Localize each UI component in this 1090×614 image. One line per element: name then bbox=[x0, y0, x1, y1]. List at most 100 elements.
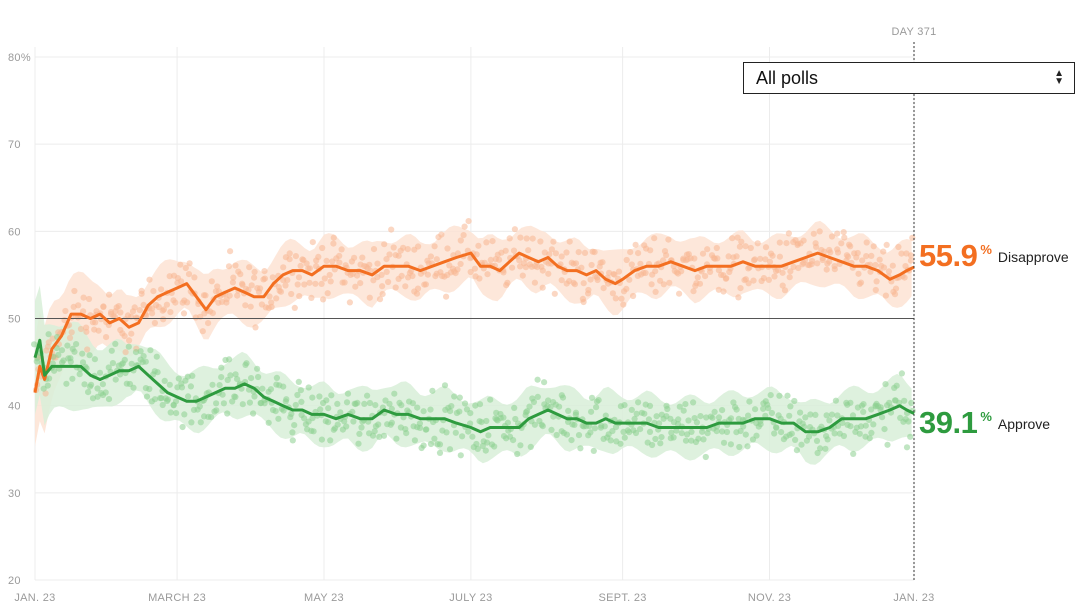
poll-dot bbox=[323, 397, 330, 404]
poll-dot bbox=[237, 271, 244, 278]
poll-dot bbox=[707, 268, 714, 275]
x-tick-label: JAN. 23 bbox=[893, 592, 934, 604]
poll-dot bbox=[185, 393, 192, 400]
poll-dot bbox=[341, 279, 348, 286]
disapprove-readout: 55.9 % Disapprove bbox=[919, 240, 1069, 272]
poll-dot bbox=[553, 431, 560, 439]
poll-dot bbox=[232, 262, 239, 269]
poll-dot bbox=[526, 403, 533, 410]
poll-dot bbox=[834, 412, 841, 419]
poll-dot bbox=[388, 405, 395, 412]
poll-dot bbox=[725, 253, 732, 260]
poll-dot bbox=[321, 275, 328, 282]
poll-dot bbox=[115, 303, 122, 310]
poll-dot bbox=[873, 278, 880, 285]
poll-dot bbox=[568, 437, 575, 444]
poll-dot bbox=[546, 251, 553, 258]
poll-dot bbox=[81, 381, 88, 388]
poll-dot bbox=[628, 261, 635, 268]
poll-dot bbox=[575, 432, 583, 439]
poll-dot bbox=[178, 278, 185, 285]
poll-dot bbox=[269, 274, 276, 281]
poll-dot bbox=[856, 430, 863, 437]
poll-dot bbox=[246, 399, 253, 406]
poll-dot bbox=[611, 271, 618, 278]
poll-dot bbox=[294, 391, 301, 399]
poll-dot bbox=[563, 249, 570, 256]
poll-dot bbox=[651, 235, 658, 242]
poll-dot bbox=[577, 445, 584, 452]
poll-dot bbox=[880, 264, 888, 271]
poll-filter-select[interactable]: All polls ▲ ▼ bbox=[743, 62, 1075, 94]
poll-dot bbox=[164, 396, 171, 403]
poll-dot bbox=[738, 238, 745, 245]
poll-dot bbox=[647, 247, 654, 254]
y-tick-label: 80% bbox=[8, 52, 31, 64]
poll-dot bbox=[80, 294, 87, 301]
poll-dot bbox=[847, 243, 854, 250]
poll-dot bbox=[436, 441, 444, 448]
poll-dot bbox=[96, 369, 104, 376]
poll-dot bbox=[715, 267, 723, 274]
poll-dot bbox=[831, 430, 838, 437]
poll-dot bbox=[660, 281, 667, 288]
poll-dot bbox=[408, 267, 415, 275]
poll-dot bbox=[327, 278, 334, 285]
poll-dot bbox=[55, 351, 62, 358]
poll-dot bbox=[709, 414, 716, 421]
poll-dot bbox=[868, 406, 875, 413]
poll-dot bbox=[282, 398, 289, 405]
trend-lines bbox=[33, 251, 915, 434]
poll-dot bbox=[315, 253, 322, 260]
poll-dot bbox=[572, 409, 580, 416]
poll-dot bbox=[209, 310, 216, 317]
poll-dot bbox=[737, 427, 744, 435]
poll-dot bbox=[481, 259, 488, 266]
poll-dot bbox=[823, 412, 830, 419]
poll-dot bbox=[467, 268, 474, 276]
poll-dot bbox=[882, 292, 890, 299]
poll-dot bbox=[877, 406, 884, 413]
poll-dot bbox=[621, 434, 628, 441]
poll-dot bbox=[525, 247, 532, 254]
poll-dot bbox=[587, 276, 594, 283]
poll-dot bbox=[666, 279, 673, 286]
poll-dot bbox=[99, 381, 106, 388]
poll-dot bbox=[161, 377, 168, 384]
poll-dot bbox=[474, 445, 481, 452]
poll-dot bbox=[385, 278, 392, 286]
poll-dot bbox=[807, 411, 814, 418]
poll-dot bbox=[444, 245, 451, 252]
poll-dot bbox=[390, 244, 397, 251]
poll-dot bbox=[483, 239, 490, 246]
poll-dot bbox=[422, 281, 429, 288]
poll-dot bbox=[581, 249, 589, 256]
poll-dot bbox=[403, 430, 410, 437]
poll-dot bbox=[559, 394, 567, 401]
poll-dot bbox=[71, 348, 78, 355]
poll-dot bbox=[529, 235, 536, 242]
poll-dot bbox=[575, 249, 582, 256]
poll-dot bbox=[446, 446, 454, 453]
poll-dot bbox=[163, 301, 170, 308]
poll-dot bbox=[745, 280, 752, 287]
poll-dot bbox=[715, 414, 723, 421]
poll-dot bbox=[301, 415, 308, 422]
poll-dot bbox=[658, 434, 665, 441]
poll-dot bbox=[226, 356, 233, 363]
poll-dot bbox=[45, 339, 52, 346]
poll-dot bbox=[461, 223, 468, 230]
poll-dot bbox=[609, 428, 616, 435]
poll-dot bbox=[225, 263, 233, 270]
poll-dot bbox=[209, 381, 216, 388]
poll-dot bbox=[702, 453, 709, 461]
poll-dot bbox=[372, 402, 379, 409]
poll-dot bbox=[137, 348, 144, 355]
poll-dot bbox=[484, 439, 491, 446]
poll-dot bbox=[184, 299, 191, 306]
poll-dot bbox=[556, 403, 563, 410]
poll-dot bbox=[633, 410, 640, 417]
poll-dot bbox=[514, 450, 521, 458]
poll-dot bbox=[618, 295, 625, 302]
poll-dot bbox=[863, 253, 870, 260]
